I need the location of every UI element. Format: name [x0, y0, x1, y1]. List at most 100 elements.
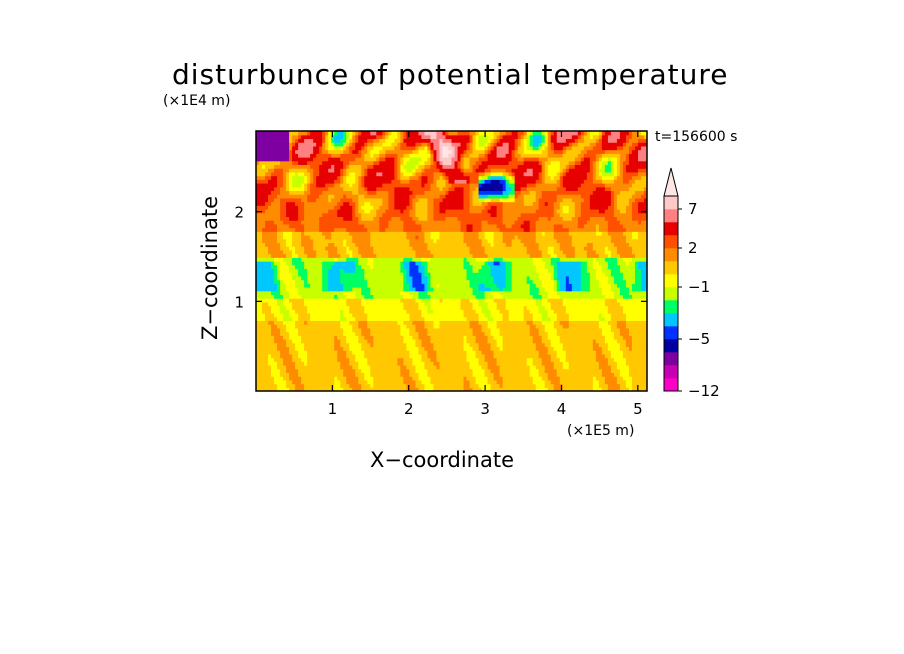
field-cell [352, 331, 356, 336]
field-cell [394, 246, 398, 251]
field-cell [274, 268, 278, 273]
field-cell [319, 372, 323, 377]
field-cell [538, 327, 543, 333]
field-cell [466, 365, 471, 370]
field-cell [349, 290, 353, 296]
field-cell [463, 368, 468, 374]
field-cell [631, 257, 636, 262]
field-cell [637, 327, 642, 333]
field-cell [319, 301, 323, 307]
field-cell [364, 261, 368, 266]
field-cell [547, 372, 552, 377]
field-cell [382, 316, 386, 322]
field-cell [607, 361, 612, 366]
field-cell [547, 324, 552, 329]
field-cell [364, 372, 368, 377]
field-cell [433, 387, 438, 391]
field-cell [373, 320, 377, 325]
field-cell [598, 298, 603, 303]
field-cell [571, 249, 576, 255]
field-cell [301, 313, 305, 318]
field-cell [535, 335, 540, 340]
field-cell [541, 324, 546, 329]
field-cell [346, 301, 350, 307]
field-cell [541, 309, 546, 314]
field-cell [337, 264, 341, 270]
field-cell [433, 313, 438, 318]
field-cell [478, 294, 483, 299]
field-cell [514, 313, 519, 318]
field-cell [403, 283, 407, 288]
field-cell [589, 253, 594, 258]
field-cell [301, 346, 305, 351]
field-cell [304, 365, 308, 370]
field-cell [556, 268, 561, 273]
field-cell [604, 294, 609, 299]
field-cell [505, 298, 510, 303]
field-cell [628, 249, 633, 255]
field-cell [388, 246, 392, 251]
field-cell [265, 298, 269, 303]
field-cell [556, 272, 561, 277]
field-cell [589, 283, 594, 288]
field-cell [424, 342, 429, 348]
field-cell [619, 379, 624, 385]
field-cell [268, 346, 272, 351]
field-cell [307, 346, 311, 351]
field-cell [610, 383, 615, 388]
field-cell [391, 272, 395, 277]
field-cell [280, 246, 284, 251]
field-cell [595, 272, 600, 277]
field-cell [493, 376, 498, 381]
field-cell [331, 257, 335, 262]
field-cell [445, 313, 450, 318]
field-cell [622, 376, 627, 381]
field-cell [499, 249, 504, 255]
field-cell [634, 268, 639, 273]
field-cell [364, 279, 368, 284]
field-cell [523, 327, 528, 333]
field-cell [307, 316, 311, 322]
field-cell [490, 320, 495, 325]
field-cell [361, 287, 365, 292]
field-cell [601, 264, 606, 270]
field-cell [490, 335, 495, 340]
field-cell [313, 272, 317, 277]
field-cell [547, 313, 552, 318]
field-cell [403, 383, 407, 388]
field-cell [391, 283, 395, 288]
field-cell [274, 279, 278, 284]
field-cell [280, 335, 284, 340]
field-cell [361, 316, 365, 322]
field-cell [274, 368, 278, 374]
field-cell [259, 264, 263, 270]
field-cell [271, 353, 275, 359]
field-cell [271, 249, 275, 255]
field-cell [559, 372, 564, 377]
field-cell [556, 353, 561, 359]
field-cell [415, 305, 420, 310]
field-cell [472, 261, 477, 266]
field-cell [472, 313, 477, 318]
field-cell [274, 298, 278, 303]
field-cell [370, 331, 374, 336]
field-cell [445, 353, 450, 359]
field-cell [619, 294, 624, 299]
field-cell [493, 298, 498, 303]
field-cell [346, 376, 350, 381]
field-cell [565, 365, 570, 370]
field-cell [583, 350, 588, 355]
field-cell [265, 268, 269, 273]
field-cell [280, 376, 284, 381]
field-cell [376, 357, 380, 362]
field-cell [493, 368, 498, 374]
field-cell [295, 368, 299, 374]
field-cell [346, 350, 350, 355]
field-cell [499, 268, 504, 273]
field-cell [559, 283, 564, 288]
field-cell [610, 261, 615, 266]
field-cell [388, 346, 392, 351]
field-cell [523, 257, 528, 262]
field-cell [289, 301, 293, 307]
field-cell [280, 383, 284, 388]
